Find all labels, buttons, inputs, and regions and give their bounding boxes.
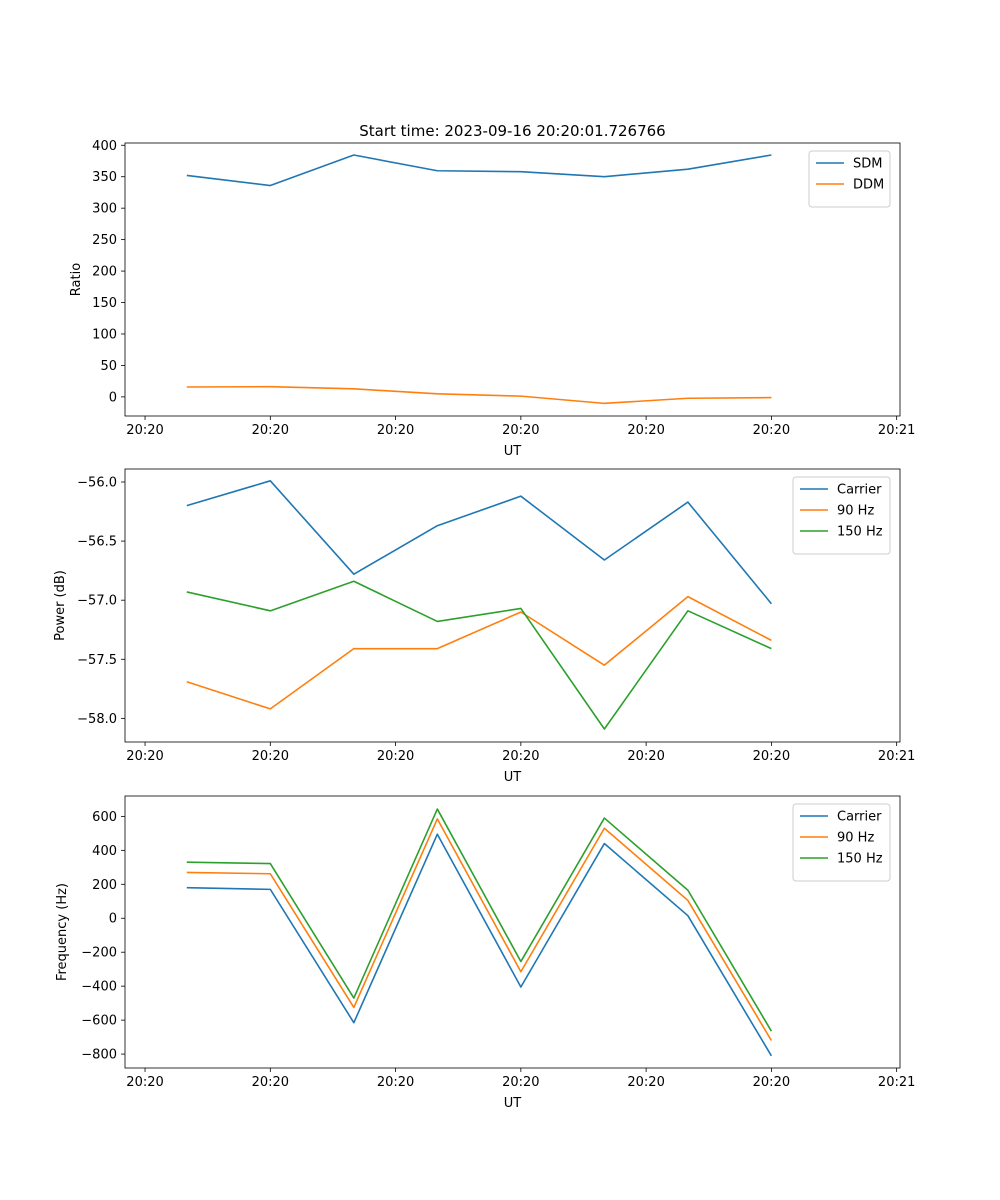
power-legend-label: Carrier xyxy=(837,483,882,498)
frequency-y-tick-label: −800 xyxy=(81,1048,117,1063)
power-y-tick-label: −57.0 xyxy=(77,594,117,609)
ratio-legend: SDM DDM xyxy=(808,150,891,208)
power-y-axis-label: Power (dB) xyxy=(53,570,68,641)
frequency-series-150-hz-line xyxy=(186,808,773,1032)
ratio-x-tick-label: 20:20 xyxy=(753,423,790,438)
frequency-x-tick-label: 20:20 xyxy=(252,1075,289,1090)
frequency-y-tick-label: 400 xyxy=(92,844,117,859)
power-x-tick-label: 20:20 xyxy=(753,749,790,764)
ratio-panel: 20:20 20:20 20:20 20:20 20:20 20:20 20:21 0 50 10… xyxy=(69,139,915,459)
ratio-legend-label: SDM xyxy=(853,157,882,172)
ratio-y-tick-label: 400 xyxy=(92,139,117,154)
frequency-y-axis-label: Frequency (Hz) xyxy=(55,883,70,981)
frequency-x-tick-label: 20:20 xyxy=(377,1075,414,1090)
frequency-legend-box xyxy=(792,803,891,882)
ratio-series-sdm-line xyxy=(186,154,772,187)
power-x-axis-label: UT xyxy=(504,770,522,785)
power-x-tick-label: 20:20 xyxy=(126,749,163,764)
frequency-y-tick-label: −600 xyxy=(81,1014,117,1029)
ratio-y-tick-label: 300 xyxy=(92,202,117,217)
ratio-y-axis-label: Ratio xyxy=(69,263,84,296)
frequency-x-tick-label: 20:20 xyxy=(502,1075,539,1090)
power-legend-label: 150 Hz xyxy=(837,525,883,540)
ratio-x-tick-label: 20:21 xyxy=(878,423,915,438)
power-y-tick-label: −57.5 xyxy=(77,653,117,668)
power-series-carrier-line xyxy=(186,480,773,605)
ratio-x-tick-label: 20:20 xyxy=(627,423,664,438)
power-y-tick-label: −56.0 xyxy=(77,476,117,491)
ratio-y-tick-label: 250 xyxy=(92,233,117,248)
ratio-x-tick-label: 20:20 xyxy=(377,423,414,438)
ratio-y-tick-label: 150 xyxy=(92,296,117,311)
frequency-x-tick-label: 20:20 xyxy=(753,1075,790,1090)
power-series-150-hz-line xyxy=(186,580,772,730)
ratio-x-axis-label: UT xyxy=(504,444,522,459)
ratio-y-tick-label: 350 xyxy=(92,170,117,185)
frequency-y-tick-label: 600 xyxy=(92,810,117,825)
frequency-series-90-hz-line xyxy=(186,818,773,1041)
frequency-x-tick-label: 20:20 xyxy=(627,1075,664,1090)
frequency-legend: Carrier 90 Hz 150 Hz xyxy=(792,803,891,882)
chart-title: Start time: 2023-09-16 20:20:01.726766 xyxy=(359,122,665,140)
power-x-tick-label: 20:20 xyxy=(502,749,539,764)
frequency-x-tick-label: 20:20 xyxy=(126,1075,163,1090)
ratio-legend-box xyxy=(808,150,891,208)
ratio-x-tick-label: 20:20 xyxy=(502,423,539,438)
ratio-x-tick-label: 20:20 xyxy=(252,423,289,438)
ratio-axes-frame xyxy=(124,142,901,417)
power-legend-box xyxy=(792,476,891,555)
ratio-y-tick-label: 0 xyxy=(109,390,117,405)
ratio-legend-label: DDM xyxy=(853,178,884,193)
power-x-tick-label: 20:20 xyxy=(627,749,664,764)
power-axes-frame xyxy=(124,468,901,743)
power-x-tick-label: 20:20 xyxy=(252,749,289,764)
frequency-legend-label: 150 Hz xyxy=(837,852,883,867)
frequency-y-tick-label: −200 xyxy=(81,946,117,961)
frequency-panel: 20:20 20:20 20:20 20:20 20:20 20:20 20:21 600 40… xyxy=(55,795,915,1111)
frequency-legend-label: 90 Hz xyxy=(837,831,874,846)
ratio-y-tick-label: 200 xyxy=(92,265,117,280)
ratio-x-tick-label: 20:20 xyxy=(126,423,163,438)
frequency-series-carrier-line xyxy=(186,833,773,1057)
frequency-legend-label: Carrier xyxy=(837,810,882,825)
ratio-series-ddm-line xyxy=(186,385,772,405)
frequency-x-tick-label: 20:21 xyxy=(878,1075,915,1090)
frequency-y-tick-label: −400 xyxy=(81,980,117,995)
frequency-axes-frame xyxy=(124,795,901,1069)
power-panel: 20:20 20:20 20:20 20:20 20:20 20:20 20:21 −56.0… xyxy=(53,468,915,785)
frequency-x-axis-label: UT xyxy=(504,1096,522,1111)
frequency-y-tick-label: 0 xyxy=(109,912,117,927)
power-legend-label: 90 Hz xyxy=(837,504,874,519)
ratio-y-tick-label: 50 xyxy=(100,359,117,374)
power-legend: Carrier 90 Hz 150 Hz xyxy=(792,476,891,555)
frequency-y-tick-label: 200 xyxy=(92,878,117,893)
ratio-y-tick-label: 100 xyxy=(92,327,117,342)
power-series-90-hz-line xyxy=(186,595,772,710)
power-x-tick-label: 20:21 xyxy=(878,749,915,764)
power-y-tick-label: −56.5 xyxy=(77,535,117,550)
power-y-tick-label: −58.0 xyxy=(77,712,117,727)
power-x-tick-label: 20:20 xyxy=(377,749,414,764)
